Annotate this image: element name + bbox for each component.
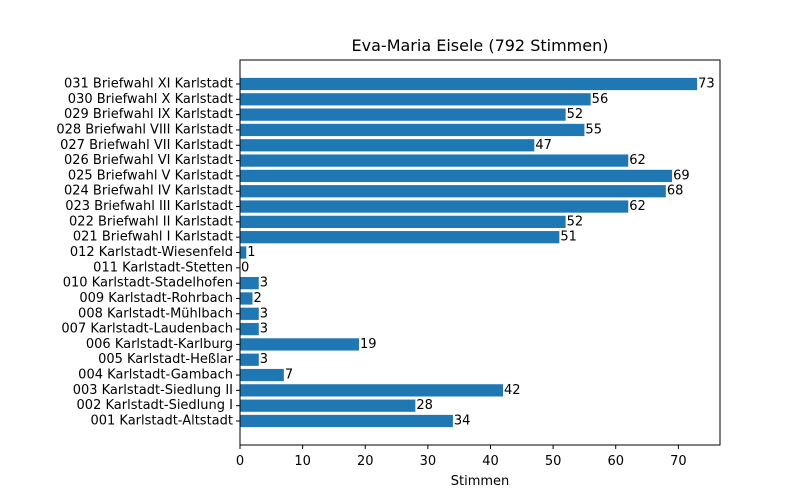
x-tick-label: 50 (545, 454, 562, 469)
y-tick-label: 031 Briefwahl XI Karlstadt (64, 77, 233, 92)
bar (240, 108, 566, 121)
bar (240, 307, 259, 320)
bar-value-label: 73 (698, 77, 715, 92)
bar-value-label: 62 (629, 199, 646, 214)
x-tick-label: 70 (670, 454, 687, 469)
y-tick-label: 023 Briefwahl III Karlstadt (65, 199, 233, 214)
bar (240, 169, 673, 183)
plot-frame (239, 59, 721, 446)
bar (240, 353, 259, 366)
bar-value-label: 47 (535, 138, 552, 153)
bar (240, 368, 284, 382)
y-tick-label: 002 Karlstadt-Siedlung I (77, 398, 233, 413)
bar (240, 139, 535, 152)
bar-value-label: 3 (260, 322, 268, 337)
bar-value-label: 0 (241, 260, 249, 275)
bar-value-label: 52 (567, 107, 584, 122)
bar-value-label: 2 (254, 291, 262, 306)
y-tick-label: 009 Karlstadt-Rohrbach (79, 291, 233, 306)
bar-value-label: 51 (560, 230, 577, 245)
y-tick-label: 008 Karlstadt-Mühlbach (78, 306, 233, 321)
x-tick-label: 10 (294, 454, 311, 469)
bar-value-label: 28 (416, 398, 433, 413)
bar (240, 123, 585, 137)
y-tick-label: 006 Karlstadt-Karlburg (86, 337, 233, 352)
bar (240, 215, 566, 228)
y-tick-label: 026 Briefwahl VI Karlstadt (64, 153, 233, 168)
y-tick-label: 024 Briefwahl IV Karlstadt (64, 184, 233, 199)
bar-value-label: 42 (504, 383, 521, 398)
bar (240, 200, 629, 213)
y-tick-label: 029 Briefwahl IX Karlstadt (64, 107, 233, 122)
x-tick-label: 60 (607, 454, 624, 469)
chart-title: Eva-Maria Eisele (792 Stimmen) (352, 36, 609, 55)
y-tick-label: 027 Briefwahl VII Karlstadt (60, 138, 233, 153)
bar-value-label: 19 (360, 337, 377, 352)
bar (240, 322, 259, 336)
bar-value-label: 69 (673, 168, 690, 183)
bar-value-label: 3 (260, 306, 268, 321)
bar-value-label: 3 (260, 352, 268, 367)
bar (240, 384, 504, 397)
bar (240, 93, 591, 106)
bar-value-label: 68 (667, 184, 684, 199)
bar-value-label: 52 (567, 214, 584, 229)
y-tick-label: 022 Briefwahl II Karlstadt (69, 214, 233, 229)
bar (240, 154, 629, 167)
x-axis-ticks: 0 10 20 30 40 50 60 70 (236, 445, 687, 469)
y-tick-label: 003 Karlstadt-Siedlung II (73, 383, 233, 398)
bar (240, 399, 416, 412)
bar (240, 292, 253, 305)
x-tick-label: 40 (482, 454, 499, 469)
bar-value-label: 34 (454, 414, 471, 429)
bar (240, 231, 560, 244)
bar-value-label: 56 (592, 92, 609, 107)
bar-value-label: 7 (285, 368, 293, 383)
bar (240, 246, 247, 259)
bar-value-label: 55 (585, 122, 602, 137)
x-tick-label: 0 (236, 454, 244, 469)
y-tick-label: 005 Karlstadt-Heßlar (98, 352, 234, 367)
x-tick-label: 30 (420, 454, 437, 469)
y-tick-label: 012 Karlstadt-Wiesenfeld (70, 245, 233, 260)
bar-value-label: 62 (629, 153, 646, 168)
bar-value-label: 1 (247, 245, 255, 260)
bar (240, 277, 259, 290)
y-tick-label: 021 Briefwahl I Karlstadt (73, 230, 233, 245)
bar (240, 338, 359, 351)
bar (240, 185, 666, 198)
x-axis-label: Stimmen (451, 474, 510, 489)
y-tick-label: 010 Karlstadt-Stadelhofen (63, 276, 233, 291)
y-tick-label: 011 Karlstadt-Stetten (93, 260, 233, 275)
y-tick-label: 028 Briefwahl VIII Karlstadt (56, 122, 233, 137)
y-tick-label: 001 Karlstadt-Altstadt (90, 414, 233, 429)
y-tick-label: 007 Karlstadt-Laudenbach (61, 322, 233, 337)
bar-value-label: 3 (260, 276, 268, 291)
y-tick-label: 030 Briefwahl X Karlstadt (68, 92, 233, 107)
y-tick-label: 025 Briefwahl V Karlstadt (68, 168, 233, 183)
bars-group (240, 77, 698, 428)
bar (240, 414, 453, 428)
bar (240, 77, 698, 91)
y-tick-label: 004 Karlstadt-Gambach (78, 368, 233, 383)
x-tick-label: 20 (357, 454, 374, 469)
